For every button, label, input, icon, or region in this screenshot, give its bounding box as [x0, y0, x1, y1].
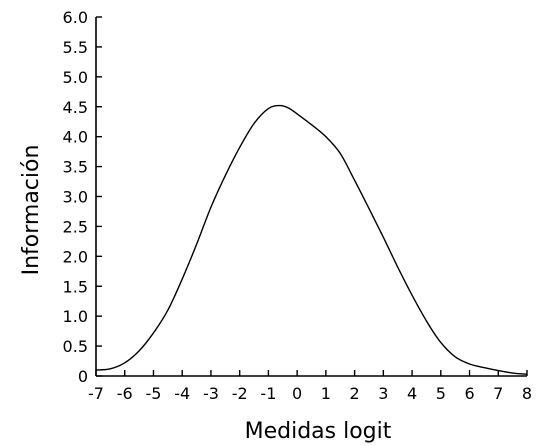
- x-tick-label: 2: [350, 384, 360, 403]
- x-tick-label: -6: [117, 384, 133, 403]
- y-tick-label: 4.0: [63, 128, 88, 147]
- x-tick-label: 8: [522, 384, 532, 403]
- x-tick-label: 7: [493, 384, 503, 403]
- x-tick-label: -4: [174, 384, 190, 403]
- x-tick-label: -1: [260, 384, 276, 403]
- x-tick-label: -7: [88, 384, 104, 403]
- y-tick-label: 5.0: [63, 68, 88, 87]
- y-tick-label: 0: [78, 367, 88, 386]
- x-tick-label: 3: [378, 384, 388, 403]
- y-tick-label: 4.5: [63, 98, 88, 117]
- x-tick-label: 1: [321, 384, 331, 403]
- y-tick-label: 6.0: [63, 8, 88, 27]
- y-tick-label: 5.5: [63, 38, 88, 57]
- y-tick-label: 1.5: [63, 277, 88, 296]
- x-tick-label: 0: [292, 384, 302, 403]
- x-tick-label: -3: [203, 384, 219, 403]
- x-tick-label: 6: [464, 384, 474, 403]
- information-curve: [95, 104, 528, 375]
- x-tick-label: -5: [145, 384, 161, 403]
- y-tick-label: 2.5: [63, 217, 88, 236]
- y-axis-title: Información: [19, 145, 44, 276]
- y-tick-label: 2.0: [63, 247, 88, 266]
- y-tick-label: 0.5: [63, 337, 88, 356]
- y-tick-label: 3.5: [63, 158, 88, 177]
- x-tick-label: 4: [407, 384, 417, 403]
- y-tick-label: 1.0: [63, 307, 88, 326]
- curve-layer: [95, 104, 528, 375]
- x-tick-label: -2: [232, 384, 248, 403]
- y-tick-label: 3.0: [63, 188, 88, 207]
- x-tick-label: 5: [436, 384, 446, 403]
- x-axis-title: Medidas logit: [245, 419, 392, 444]
- ticks: -7 -6 -5 -4 -3 -2 -1 0 1 2 3 4 5 6 7 800.51.01.52.02.53…: [63, 8, 533, 403]
